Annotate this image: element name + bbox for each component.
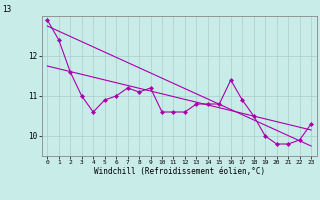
X-axis label: Windchill (Refroidissement éolien,°C): Windchill (Refroidissement éolien,°C) [94, 167, 265, 176]
Text: 13: 13 [2, 5, 11, 14]
